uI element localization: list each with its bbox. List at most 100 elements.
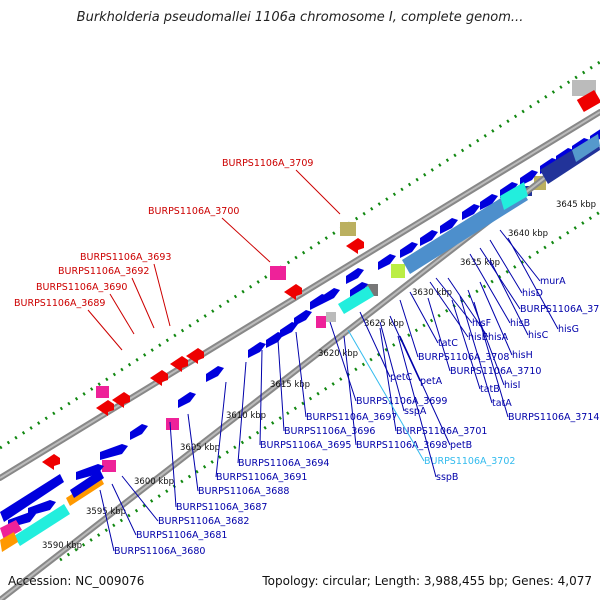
forward-gene-arrow	[420, 230, 438, 246]
gene-label[interactable]: BURPS1106A_3688	[198, 486, 289, 497]
label-leader-line	[215, 381, 227, 478]
gene-label[interactable]: sspA	[404, 406, 427, 417]
label-leader-line	[479, 247, 521, 310]
gene-label[interactable]: BURPS1106A_3680	[114, 546, 205, 557]
gene-label[interactable]: hisC	[528, 330, 549, 341]
gene-label[interactable]: BURPS1106A_3708	[418, 352, 509, 363]
gene-label[interactable]: BURPS1106A_3696	[284, 426, 375, 437]
label-leader-line	[427, 297, 451, 372]
label-leader-line	[295, 331, 307, 418]
kbp-scale: 3590 kbp 3595 kbp 3600 kbp 3605 kbp 3610 kbp…	[42, 200, 596, 551]
kbp-tick-label: 3640 kbp	[508, 229, 548, 239]
gene-label[interactable]: BURPS1106A_3689	[14, 298, 105, 309]
label-leader-line	[397, 335, 437, 478]
reverse-genes-track	[42, 238, 364, 470]
reverse-gene-arrow	[346, 238, 364, 254]
gene-label[interactable]: tatC	[438, 338, 458, 349]
magenta-block	[166, 418, 179, 430]
gene-label[interactable]: hisG	[558, 324, 579, 335]
gene-label[interactable]: hisB	[510, 318, 530, 329]
label-leader-line	[169, 421, 177, 508]
gene-label[interactable]: hisE	[468, 332, 488, 343]
gene-label[interactable]: tatA	[492, 398, 512, 409]
forward-gene-arrow	[350, 282, 368, 298]
reverse-gene-arrow	[112, 392, 130, 408]
forward-gene-arrow	[294, 310, 312, 326]
forward-gene-arrow	[206, 366, 224, 382]
forward-gene-arrow	[462, 204, 480, 220]
forward-gene-arrow	[28, 500, 56, 516]
kbp-tick-label: 3590 kbp	[42, 541, 82, 551]
gray-block	[572, 80, 596, 96]
label-leader-line	[131, 277, 155, 329]
label-leader-line	[469, 253, 511, 324]
label-leader-line	[187, 413, 199, 492]
gene-label[interactable]: BURPS1106A_3721	[520, 304, 600, 315]
gene-label[interactable]: BURPS1106A_3682	[158, 516, 249, 527]
gene-label[interactable]: BURPS1106A_3698	[356, 440, 447, 451]
forward-gene-arrow	[248, 342, 266, 358]
gene-label[interactable]: hisI	[504, 380, 520, 391]
gene-label[interactable]: BURPS1106A_3690	[36, 282, 127, 293]
label-leader-line	[467, 289, 505, 386]
gene-label[interactable]: BURPS1106A_3702	[424, 456, 515, 467]
gene-label[interactable]: petC	[390, 372, 413, 383]
gene-label[interactable]: BURPS1106A_3694	[238, 458, 329, 469]
kbp-tick-label: 3610 kbp	[226, 411, 266, 421]
gene-label[interactable]: BURPS1106A_3714	[508, 412, 599, 423]
label-leader-line	[479, 281, 513, 356]
gene-label[interactable]: BURPS1106A_3691	[216, 472, 307, 483]
label-leader-line	[121, 475, 159, 522]
gene-label[interactable]: petB	[450, 440, 472, 451]
gene-label[interactable]: BURPS1106A_3709	[222, 158, 313, 169]
kbp-tick-label: 3595 kbp	[86, 507, 126, 517]
gene-label[interactable]: murA	[540, 276, 566, 287]
kbp-tick-label: 3625 kbp	[364, 319, 404, 329]
gene-label[interactable]: hisF	[472, 318, 491, 329]
label-leader-line	[379, 321, 405, 412]
gene-label[interactable]: BURPS1106A_3701	[396, 426, 487, 437]
gene-label[interactable]: hisD	[522, 288, 543, 299]
gene-label[interactable]: BURPS1106A_3693	[80, 252, 171, 263]
genome-summary-text: Topology: circular; Length: 3,988,455 bp…	[262, 574, 592, 588]
gene-label[interactable]: tatB	[480, 384, 500, 395]
label-leader-line	[459, 295, 493, 404]
reverse-gene-arrow	[284, 284, 302, 300]
kbp-tick-label: 3620 kbp	[318, 349, 358, 359]
kbp-tick-label: 3630 kbp	[412, 288, 452, 298]
label-leader-line	[499, 229, 541, 282]
gene-label[interactable]: BURPS1106A_3697	[306, 412, 397, 423]
kbp-tick-label: 3645 kbp	[556, 200, 596, 210]
forward-gene-arrow	[378, 254, 396, 270]
kbp-tick-label: 3600 kbp	[134, 477, 174, 487]
reverse-gene-arrow	[42, 454, 60, 470]
gene-label[interactable]: BURPS1106A_3710	[450, 366, 541, 377]
label-leader-line	[473, 301, 509, 418]
label-leader-line	[153, 263, 171, 327]
gene-label[interactable]: BURPS1106A_3695	[260, 440, 351, 451]
gene-label[interactable]: BURPS1106A_3681	[136, 530, 227, 541]
color-bands	[0, 89, 600, 552]
magenta-block	[102, 460, 116, 472]
gene-label[interactable]: sspB	[436, 472, 458, 483]
label-leader-line	[221, 217, 271, 263]
gene-label[interactable]: hisA	[488, 332, 509, 343]
forward-gene-arrow	[440, 218, 458, 234]
label-leader-line	[399, 335, 451, 446]
magenta-block	[96, 386, 109, 398]
reverse-gene-arrow	[170, 356, 188, 372]
gene-label[interactable]: BURPS1106A_3687	[176, 502, 267, 513]
gene-label[interactable]: petA	[420, 376, 443, 387]
label-leader-line	[237, 361, 247, 464]
khaki-block	[340, 222, 356, 236]
label-leader-line	[343, 335, 357, 446]
forward-gene-arrow	[266, 332, 284, 348]
gene-label[interactable]: BURPS1106A_3700	[148, 206, 239, 217]
gene-label[interactable]: BURPS1106A_3692	[58, 266, 149, 277]
magenta-block	[316, 316, 326, 328]
label-leader-line	[87, 309, 123, 351]
label-leader-line	[379, 327, 397, 432]
gene-label[interactable]: hisH	[512, 350, 533, 361]
